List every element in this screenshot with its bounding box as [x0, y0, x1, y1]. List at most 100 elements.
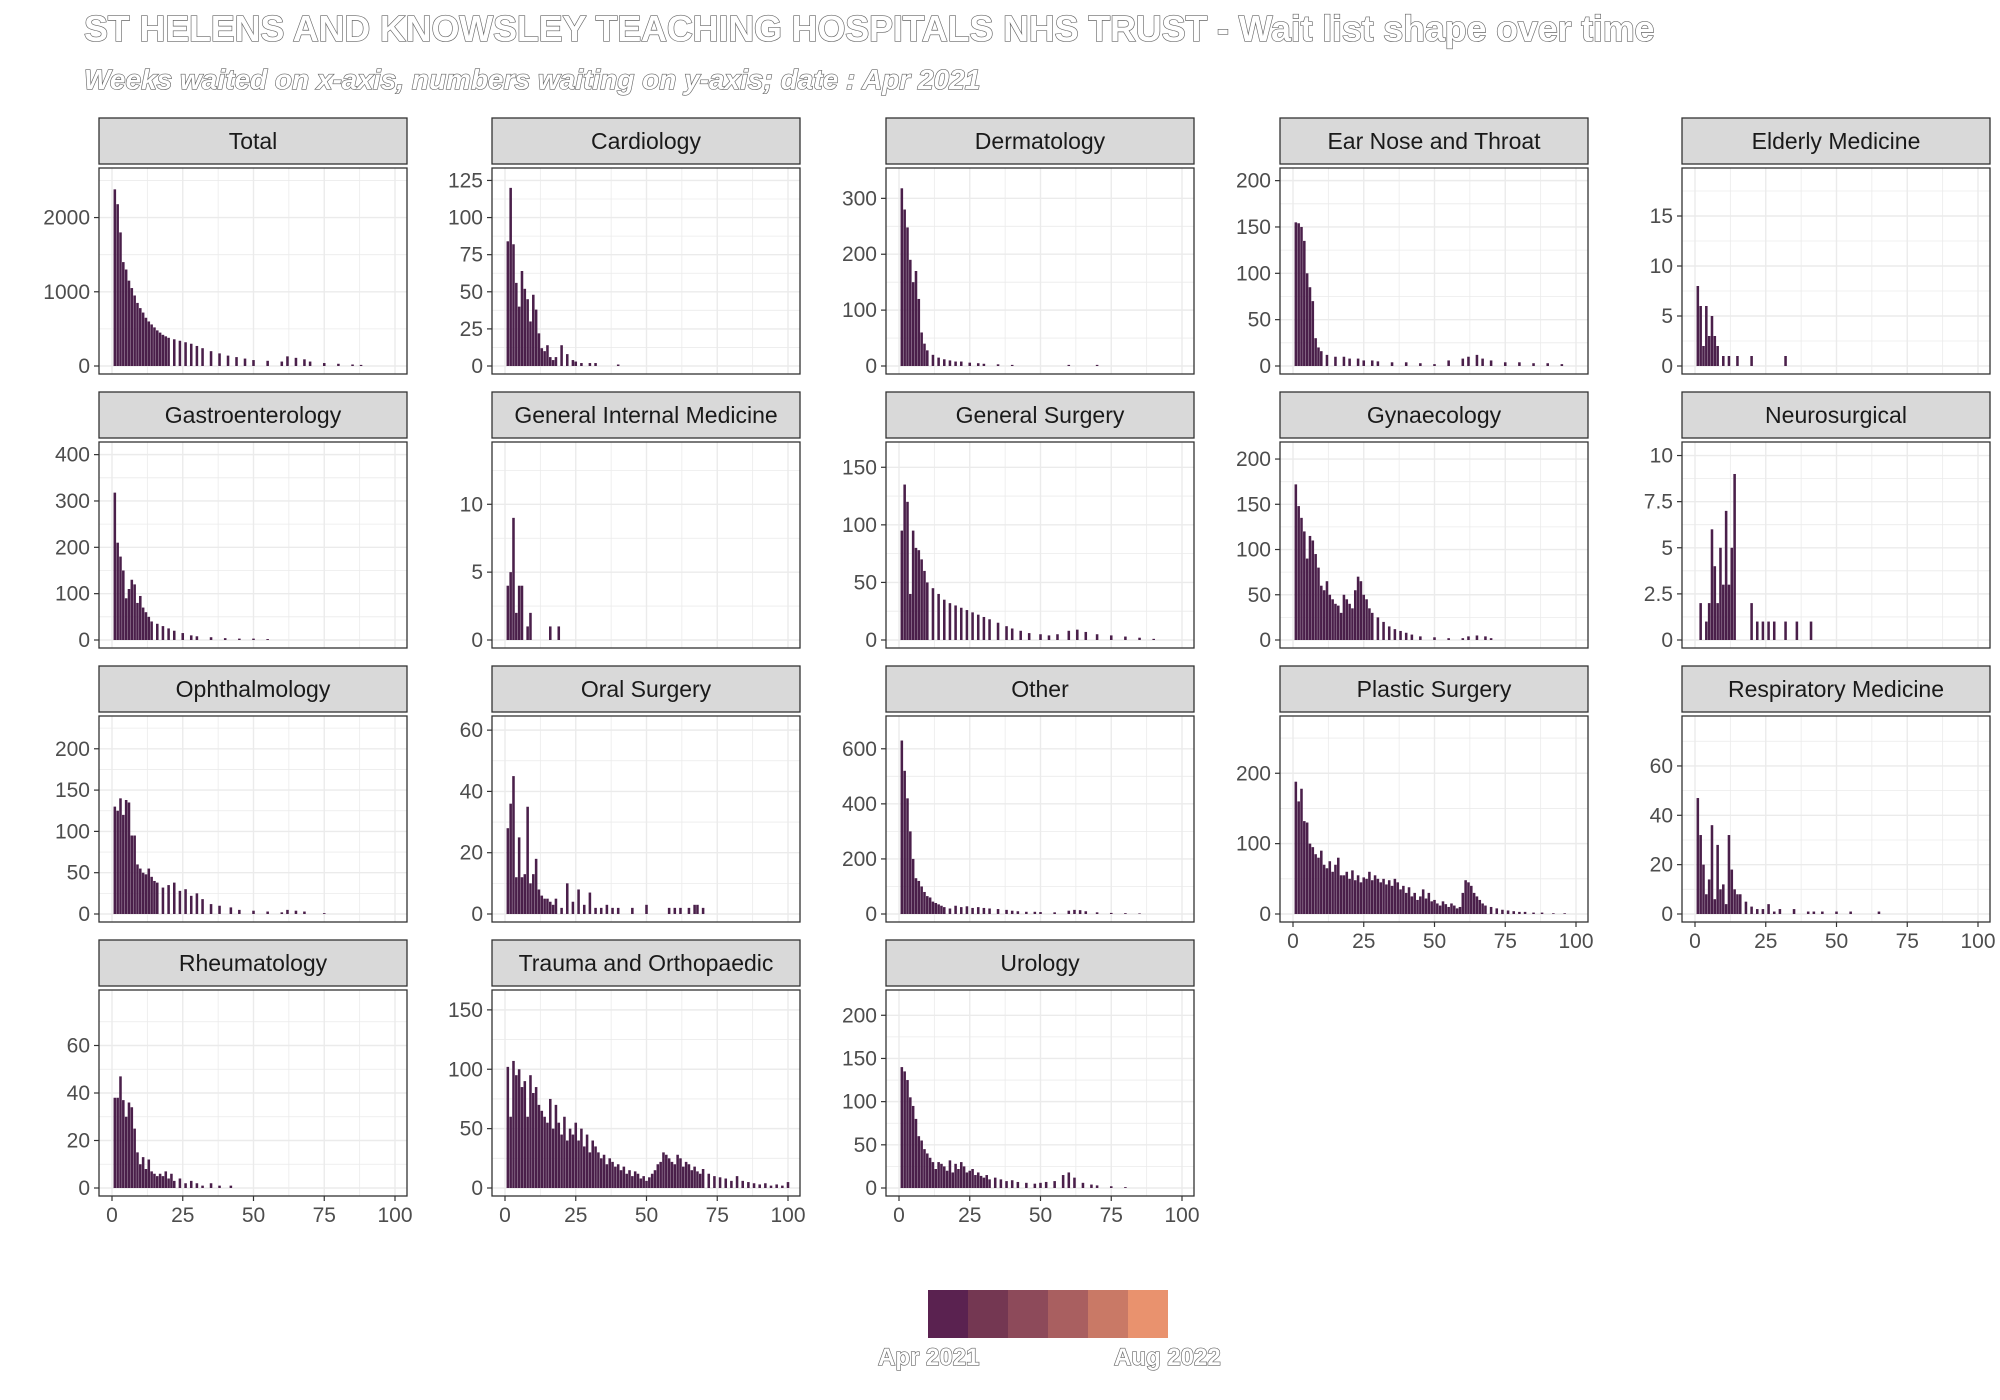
bar-oral-surgery: [605, 904, 609, 914]
bar-gastroenterology: [195, 636, 199, 640]
bar-gastroenterology: [122, 570, 125, 640]
bar-plastic-surgery: [1402, 885, 1405, 914]
y-tick-label: 20: [460, 842, 483, 865]
bar-trauma-and-orthopaedic: [625, 1173, 628, 1188]
bar-plastic-surgery: [1317, 857, 1320, 914]
bar-urology: [971, 1169, 974, 1188]
bar-gastroenterology: [130, 579, 134, 640]
bar-urology: [957, 1169, 960, 1188]
facet-title-trauma-and-orthopaedic: Trauma and Orthopaedic: [519, 950, 774, 976]
y-tick-label: 100: [1236, 539, 1271, 562]
bar-trauma-and-orthopaedic: [537, 1104, 541, 1188]
bar-general-internal-medicine: [549, 626, 552, 640]
x-tick-label: 75: [1896, 930, 1919, 953]
bar-urology: [1061, 1175, 1065, 1188]
bar-gynaecology: [1356, 576, 1360, 640]
bar-gynaecology: [1376, 617, 1380, 640]
bar-plastic-surgery: [1523, 911, 1527, 914]
bar-ophthalmology: [294, 910, 298, 914]
bar-plastic-surgery: [1444, 904, 1448, 914]
bar-total: [147, 321, 151, 366]
bar-respiratory-medicine: [1812, 911, 1816, 914]
bar-plastic-surgery: [1399, 889, 1402, 914]
bar-ophthalmology: [119, 798, 122, 914]
bar-urology: [926, 1153, 929, 1188]
bar-neurosurgical: [1795, 621, 1799, 640]
bar-ear-nose-and-throat: [1320, 351, 1323, 366]
bar-elderly-medicine: [1784, 356, 1787, 366]
bar-rheumatology: [116, 1097, 119, 1188]
bar-urology: [948, 1160, 952, 1188]
facet-strip-trauma-and-orthopaedic: [491, 939, 801, 987]
bar-urology: [934, 1169, 938, 1188]
bar-gastroenterology: [133, 584, 136, 640]
bar-urology: [1044, 1181, 1048, 1188]
bar-gynaecology: [1387, 626, 1391, 640]
bar-rheumatology: [172, 1180, 176, 1188]
bar-elderly-medicine: [1705, 306, 1708, 366]
bar-trauma-and-orthopaedic: [597, 1152, 600, 1188]
bar-trauma-and-orthopaedic: [690, 1170, 694, 1188]
bar-cardiology: [588, 363, 592, 366]
bar-plastic-surgery: [1424, 898, 1428, 914]
bar-dermatology: [926, 350, 929, 366]
facet-title-dermatology: Dermatology: [975, 128, 1106, 154]
bar-gastroenterology: [238, 638, 241, 640]
bar-oral-surgery: [582, 904, 586, 914]
bar-general-surgery: [1152, 638, 1155, 640]
bar-trauma-and-orthopaedic: [687, 1164, 691, 1188]
bar-gynaecology: [1353, 590, 1357, 640]
facet-title-plastic-surgery: Plastic Surgery: [1357, 676, 1512, 702]
y-tick-label: 2000: [43, 207, 90, 230]
bar-general-surgery: [1005, 626, 1008, 640]
bar-urology: [954, 1163, 957, 1188]
facet-title-rheumatology: Rheumatology: [179, 950, 328, 976]
bar-ophthalmology: [116, 810, 119, 914]
bar-total: [150, 324, 153, 366]
bar-plastic-surgery: [1297, 801, 1300, 914]
panel-border: [1681, 441, 1991, 649]
bar-other: [1016, 911, 1020, 914]
bar-cardiology: [509, 187, 512, 366]
bar-gynaecology: [1300, 517, 1303, 640]
bar-other: [1109, 912, 1113, 914]
bar-gynaecology: [1322, 590, 1326, 640]
bar-cardiology: [565, 354, 569, 366]
bar-gastroenterology: [127, 589, 131, 640]
bar-other: [959, 907, 963, 914]
bar-ear-nose-and-throat: [1433, 364, 1436, 366]
x-tick-label: 50: [635, 1204, 658, 1227]
bar-dermatology: [959, 361, 963, 366]
bar-gynaecology: [1342, 594, 1346, 640]
bar-elderly-medicine: [1727, 356, 1731, 366]
y-tick-label: 10: [1650, 255, 1673, 278]
bar-ear-nose-and-throat: [1300, 226, 1303, 366]
bar-other: [914, 878, 918, 914]
bar-dermatology: [900, 188, 904, 366]
bar-plastic-surgery: [1294, 781, 1298, 914]
bar-plastic-surgery: [1376, 878, 1380, 914]
bar-plastic-surgery: [1475, 896, 1479, 914]
bar-dermatology: [968, 362, 972, 366]
bar-ear-nose-and-throat: [1560, 364, 1564, 366]
bar-elderly-medicine: [1707, 336, 1711, 366]
bar-total: [243, 358, 247, 366]
bar-oral-surgery: [540, 895, 544, 914]
x-tick-label: 100: [377, 1204, 412, 1227]
bar-general-internal-medicine: [526, 626, 529, 640]
bar-ear-nose-and-throat: [1376, 361, 1380, 366]
bar-other: [1039, 912, 1042, 914]
bar-gastroenterology: [147, 616, 151, 640]
bar-plastic-surgery: [1320, 850, 1323, 914]
x-tick-label: 0: [1287, 930, 1299, 953]
bar-general-surgery: [1076, 629, 1079, 640]
bar-ophthalmology: [153, 880, 156, 914]
bar-total: [235, 357, 238, 366]
facet-strip-general-surgery: [885, 391, 1195, 439]
bar-general-internal-medicine: [506, 585, 510, 640]
bar-trauma-and-orthopaedic: [713, 1176, 716, 1188]
y-tick-label: 100: [1236, 833, 1271, 856]
facet-strip-ophthalmology: [98, 665, 408, 713]
bar-plastic-surgery: [1379, 882, 1383, 914]
facet-strip-general-internal-medicine: [491, 391, 801, 439]
